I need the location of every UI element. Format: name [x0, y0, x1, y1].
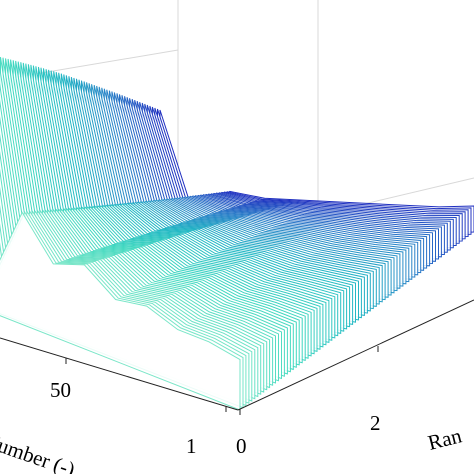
- x-axis-line: [0, 337, 239, 411]
- series-layer: [0, 57, 474, 411]
- x-tick-label-50: 50: [50, 378, 71, 402]
- y-axis-line: [237, 299, 474, 411]
- series-ribbon: [0, 211, 241, 411]
- y-tick-label-0: 0: [236, 434, 247, 458]
- x-axis-title: Number (-): [0, 428, 78, 474]
- y-tick-label-2: 2: [370, 411, 381, 435]
- y-axis-title: Ran: [425, 423, 464, 455]
- x-tick-label-1: 1: [186, 434, 197, 458]
